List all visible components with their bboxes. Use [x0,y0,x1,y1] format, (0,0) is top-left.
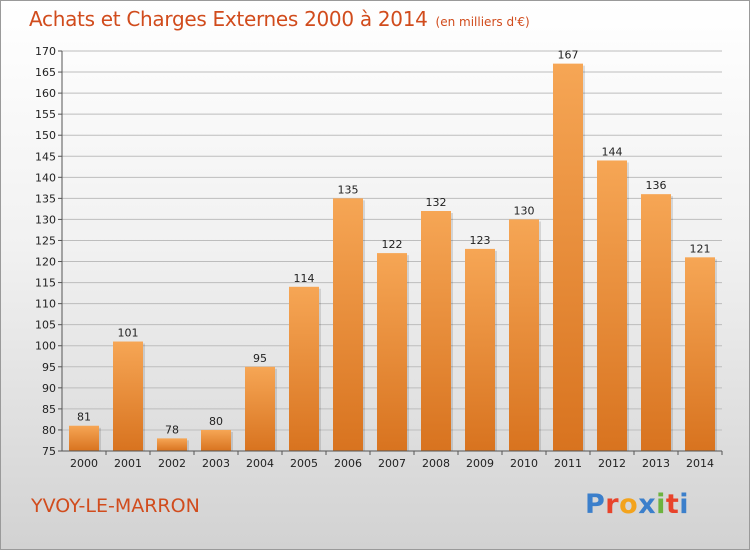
axes [58,50,723,455]
bars [69,63,717,451]
y-tick-label: 155 [35,108,56,121]
town-name: YVOY-LE-MARRON [31,495,200,517]
data-label: 114 [294,272,315,285]
data-label: 167 [558,49,579,62]
y-tick-label: 75 [42,445,56,458]
bar [201,429,231,451]
y-tick-label: 85 [42,403,56,416]
x-tick-label: 2014 [686,457,714,470]
bar [509,219,539,451]
x-tick-label: 2003 [202,457,230,470]
data-label: 132 [426,196,447,209]
y-tick-label: 95 [42,361,56,374]
bar [245,366,275,451]
x-tick-label: 2012 [598,457,626,470]
x-tick-label: 2010 [510,457,538,470]
bar [465,248,495,451]
chart-title: Achats et Charges Externes 2000 à 2014 (e… [29,7,530,31]
x-tick-label: 2011 [554,457,582,470]
y-tick-label: 105 [35,319,56,332]
x-tick-label: 2004 [246,457,274,470]
y-tick-label: 145 [35,150,56,163]
data-label: 81 [77,411,91,424]
brand-letter: x [638,489,657,520]
y-tick-label: 140 [35,171,56,184]
bar [289,286,319,451]
x-tick-label: 2002 [158,457,186,470]
data-label: 122 [382,238,403,251]
x-tick-label: 2001 [114,457,142,470]
bar [641,194,671,451]
bar [553,63,583,451]
data-label: 121 [690,242,711,255]
y-tick-label: 150 [35,129,56,142]
x-tick-label: 2005 [290,457,318,470]
bar [157,438,187,451]
bar [69,425,99,451]
brand-letter: r [605,489,620,520]
data-label: 123 [470,234,491,247]
labels: 75 80 85 90 95 100 105 110 115 120 125 130 135 140 145… [35,45,714,470]
y-tick-label: 110 [35,298,56,311]
x-tick-label: 2009 [466,457,494,470]
data-label: 144 [602,145,623,158]
y-tick-label: 165 [35,66,56,79]
y-tick-label: 80 [42,424,56,437]
data-label: 78 [165,423,179,436]
y-tick-label: 90 [42,382,56,395]
x-tick-label: 2000 [70,457,98,470]
y-tick-label: 135 [35,192,56,205]
y-tick-label: 160 [35,87,56,100]
brand-letter: P [585,489,606,520]
data-label: 101 [118,327,139,340]
data-label: 95 [253,352,267,365]
y-tick-label: 100 [35,340,56,353]
proxiti-logo: Proxiti [585,489,689,520]
brand-letter: t [665,489,680,520]
brand-letter: o [619,489,639,520]
brand-letter: i [679,489,690,520]
x-tick-label: 2008 [422,457,450,470]
data-label: 135 [338,183,359,196]
y-tick-label: 120 [35,256,56,269]
chart-subtitle: (en milliers d'€) [435,15,530,29]
y-tick-label: 125 [35,234,56,247]
y-tick-label: 170 [35,45,56,58]
bar [597,160,627,451]
y-tick-label: 115 [35,277,56,290]
x-tick-label: 2013 [642,457,670,470]
brand-letter: i [656,489,666,520]
data-label: 80 [209,415,223,428]
x-tick-label: 2006 [334,457,362,470]
bar [377,253,407,451]
y-tick-label: 130 [35,213,56,226]
bar [113,341,143,451]
bar [421,211,451,451]
bar [333,198,363,451]
bar [685,257,715,451]
data-label: 136 [646,179,667,192]
data-label: 130 [514,204,535,217]
x-tick-label: 2007 [378,457,406,470]
